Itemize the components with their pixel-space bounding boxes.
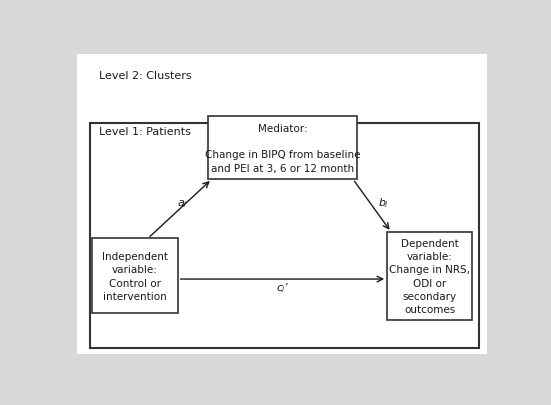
Text: Dependent
variable:
Change in NRS,
ODI or
secondary
outcomes: Dependent variable: Change in NRS, ODI o… (389, 239, 470, 314)
Text: Independent
variable:
Control or
intervention: Independent variable: Control or interve… (102, 252, 168, 301)
Text: Level 1: Patients: Level 1: Patients (99, 126, 191, 136)
FancyBboxPatch shape (93, 239, 178, 313)
FancyBboxPatch shape (387, 232, 472, 320)
FancyBboxPatch shape (208, 117, 357, 179)
FancyBboxPatch shape (77, 55, 488, 354)
Text: bⱼ: bⱼ (378, 198, 387, 208)
Text: aⱼ: aⱼ (177, 198, 186, 208)
Text: cⱼ’: cⱼ’ (277, 282, 288, 292)
Text: Mediator:

Change in BIPQ from baseline
and PEI at 3, 6 or 12 month: Mediator: Change in BIPQ from baseline a… (204, 124, 360, 173)
FancyBboxPatch shape (90, 124, 479, 348)
Text: Level 2: Clusters: Level 2: Clusters (99, 70, 191, 81)
